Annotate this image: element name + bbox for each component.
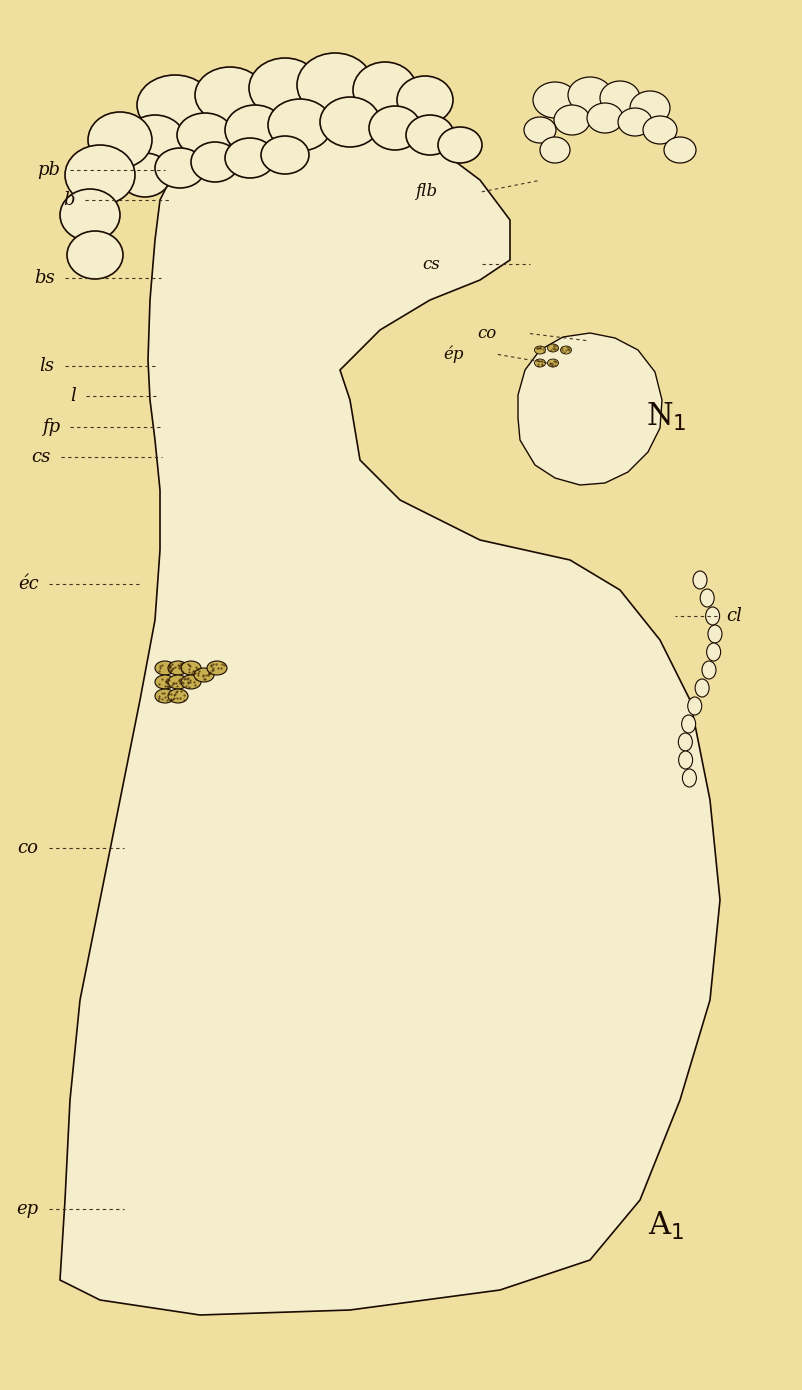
Text: b: b [63, 192, 75, 208]
Ellipse shape [695, 678, 708, 696]
Ellipse shape [155, 147, 205, 188]
Ellipse shape [560, 346, 571, 354]
Ellipse shape [353, 63, 416, 118]
Ellipse shape [168, 662, 188, 676]
Text: N$_1$: N$_1$ [646, 400, 686, 434]
Ellipse shape [137, 75, 213, 135]
Ellipse shape [369, 106, 420, 150]
Text: bs: bs [34, 270, 55, 286]
Ellipse shape [88, 113, 152, 168]
Ellipse shape [155, 662, 175, 676]
Ellipse shape [396, 76, 452, 124]
Ellipse shape [225, 138, 274, 178]
Ellipse shape [701, 662, 715, 678]
Text: A$_1$: A$_1$ [648, 1209, 683, 1243]
Text: l: l [71, 388, 76, 404]
Ellipse shape [599, 81, 639, 115]
Ellipse shape [618, 108, 651, 136]
Ellipse shape [180, 676, 200, 689]
Ellipse shape [534, 359, 545, 367]
Polygon shape [517, 334, 661, 485]
Text: flb: flb [415, 183, 437, 200]
Ellipse shape [642, 115, 676, 145]
Polygon shape [60, 120, 719, 1315]
Ellipse shape [191, 142, 239, 182]
Text: éc: éc [18, 575, 38, 592]
Ellipse shape [437, 126, 481, 163]
Ellipse shape [194, 669, 214, 682]
Text: cl: cl [726, 607, 742, 624]
Text: ép: ép [443, 346, 464, 363]
Ellipse shape [687, 696, 701, 714]
Ellipse shape [533, 82, 577, 118]
Ellipse shape [119, 153, 171, 197]
Ellipse shape [707, 626, 721, 644]
Ellipse shape [180, 662, 200, 676]
Text: cs: cs [422, 256, 439, 272]
Text: fp: fp [42, 418, 60, 435]
Ellipse shape [60, 189, 119, 240]
Ellipse shape [553, 106, 589, 135]
Ellipse shape [681, 714, 695, 733]
Ellipse shape [663, 138, 695, 163]
Ellipse shape [225, 106, 285, 156]
Text: pb: pb [37, 161, 60, 178]
Ellipse shape [125, 115, 184, 165]
Ellipse shape [705, 607, 719, 626]
Ellipse shape [586, 103, 622, 133]
Ellipse shape [706, 644, 719, 662]
Ellipse shape [155, 676, 175, 689]
Ellipse shape [524, 117, 555, 143]
Ellipse shape [682, 769, 695, 787]
Ellipse shape [547, 359, 558, 367]
Text: co: co [476, 325, 496, 342]
Ellipse shape [249, 58, 321, 118]
Ellipse shape [539, 138, 569, 163]
Ellipse shape [261, 136, 309, 174]
Ellipse shape [67, 231, 123, 279]
Text: co: co [18, 840, 38, 856]
Ellipse shape [534, 346, 545, 354]
Ellipse shape [678, 751, 692, 769]
Ellipse shape [678, 733, 691, 751]
Ellipse shape [699, 589, 713, 607]
Ellipse shape [168, 676, 188, 689]
Ellipse shape [155, 689, 175, 703]
Ellipse shape [320, 97, 379, 147]
Ellipse shape [547, 343, 558, 352]
Text: ls: ls [39, 357, 55, 374]
Ellipse shape [176, 113, 233, 157]
Ellipse shape [692, 571, 706, 589]
Ellipse shape [567, 76, 611, 113]
Ellipse shape [195, 67, 265, 122]
Ellipse shape [297, 53, 373, 117]
Ellipse shape [207, 662, 227, 676]
Text: cs: cs [31, 449, 51, 466]
Ellipse shape [406, 115, 453, 156]
Ellipse shape [65, 145, 135, 204]
Ellipse shape [630, 90, 669, 125]
Text: ep: ep [16, 1201, 38, 1218]
Ellipse shape [168, 689, 188, 703]
Ellipse shape [268, 99, 331, 152]
